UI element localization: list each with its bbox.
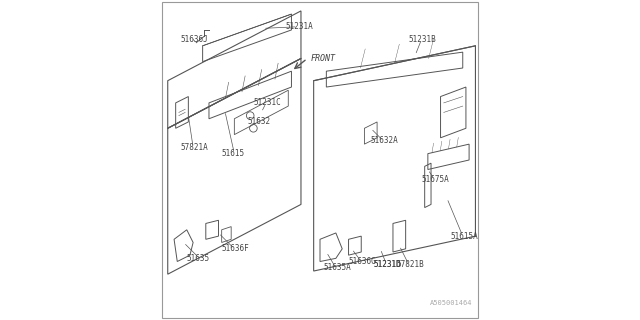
Text: 51615A: 51615A [450, 232, 478, 241]
Text: 51635: 51635 [187, 254, 210, 263]
Text: A505001464: A505001464 [430, 300, 472, 306]
Text: 51231C: 51231C [253, 99, 281, 108]
Text: 57821B: 57821B [396, 260, 424, 269]
Text: 51636F: 51636F [221, 244, 250, 253]
Text: 51636G: 51636G [349, 257, 376, 266]
Text: 51615: 51615 [221, 149, 244, 158]
Text: FRONT: FRONT [310, 54, 335, 63]
Text: 51675A: 51675A [422, 174, 449, 184]
Text: 51231D: 51231D [374, 260, 402, 269]
Text: 51231B: 51231B [409, 35, 436, 44]
Text: 51632: 51632 [247, 117, 270, 126]
Text: 57821A: 57821A [180, 143, 208, 152]
Text: 51231D: 51231D [374, 260, 402, 269]
Text: 51636J: 51636J [180, 35, 208, 44]
Text: 51632A: 51632A [371, 136, 399, 146]
Text: 51231A: 51231A [285, 22, 313, 31]
Text: 51635A: 51635A [323, 263, 351, 272]
